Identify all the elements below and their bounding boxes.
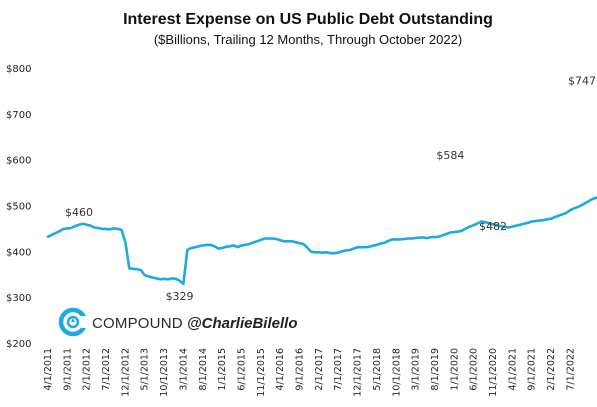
data-label: $482 [479, 220, 507, 233]
data-label: $747 [568, 74, 596, 87]
data-label: $329 [166, 290, 194, 303]
x-tick-label: 4/1/2011 [43, 348, 54, 391]
x-tick-label: 2/1/2022 [546, 348, 557, 391]
x-tick-label: 2/1/2012 [82, 348, 93, 391]
y-axis: $200 $300 $400 $500 $600 $700 $800 [6, 64, 31, 350]
series-line [46, 196, 597, 286]
x-tick-label: 7/1/2022 [565, 348, 576, 391]
y-tick-label: $500 [6, 202, 31, 213]
x-tick-label: 9/1/2016 [295, 348, 306, 391]
x-axis: 4/1/2011 9/1/2011 2/1/2012 7/1/2012 12/1/201… [43, 348, 576, 397]
annotations: $460 $329 $584 $482 $747 [65, 74, 596, 303]
x-tick-label: 5/1/2013 [140, 348, 151, 391]
x-tick-label: 11/1/2020 [488, 348, 499, 397]
y-tick-label: $700 [6, 110, 31, 121]
branding: COMPOUND @CharlieBilello [58, 307, 298, 337]
x-tick-label: 2/1/2017 [314, 348, 325, 391]
x-tick-label: 5/1/2018 [372, 348, 383, 391]
x-tick-label: 12/1/2017 [353, 348, 364, 397]
x-tick-label: 9/1/2011 [62, 348, 73, 391]
y-tick-label: $300 [6, 293, 31, 304]
x-tick-label: 6/1/2020 [469, 348, 480, 391]
chart-title: Interest Expense on US Public Debt Outst… [123, 11, 493, 28]
x-tick-label: 11/1/2015 [256, 348, 267, 397]
chart-subtitle: ($Billions, Trailing 12 Months, Through … [154, 32, 462, 47]
x-tick-label: 4/1/2021 [507, 348, 518, 391]
x-tick-label: 3/1/2019 [411, 348, 422, 391]
y-tick-label: $400 [6, 247, 31, 258]
x-tick-label: 4/1/2016 [275, 348, 286, 391]
y-tick-label: $800 [6, 64, 31, 75]
x-tick-label: 9/1/2021 [527, 348, 538, 391]
y-tick-label: $600 [6, 156, 31, 167]
x-tick-label: 1/1/2015 [217, 348, 228, 391]
x-tick-label: 6/1/2015 [236, 348, 247, 391]
compound-c-logo [58, 307, 90, 337]
x-tick-label: 1/1/2020 [449, 348, 460, 391]
x-tick-label: 7/1/2012 [101, 348, 112, 391]
x-tick-label: 10/1/2018 [391, 348, 402, 397]
data-label: $460 [65, 206, 93, 219]
x-tick-label: 7/1/2017 [333, 348, 344, 391]
x-tick-label: 12/1/2012 [120, 348, 131, 397]
x-tick-label: 10/1/2013 [159, 348, 170, 397]
x-tick-label: 3/1/2014 [178, 348, 189, 391]
twitter-handle: @CharlieBilello [187, 315, 298, 332]
plot-area [46, 196, 597, 286]
x-tick-label: 8/1/2019 [430, 348, 441, 391]
y-tick-label: $200 [6, 339, 31, 350]
brand-name: COMPOUND [92, 315, 183, 332]
data-label: $584 [436, 149, 464, 162]
x-tick-label: 8/1/2014 [198, 348, 209, 391]
